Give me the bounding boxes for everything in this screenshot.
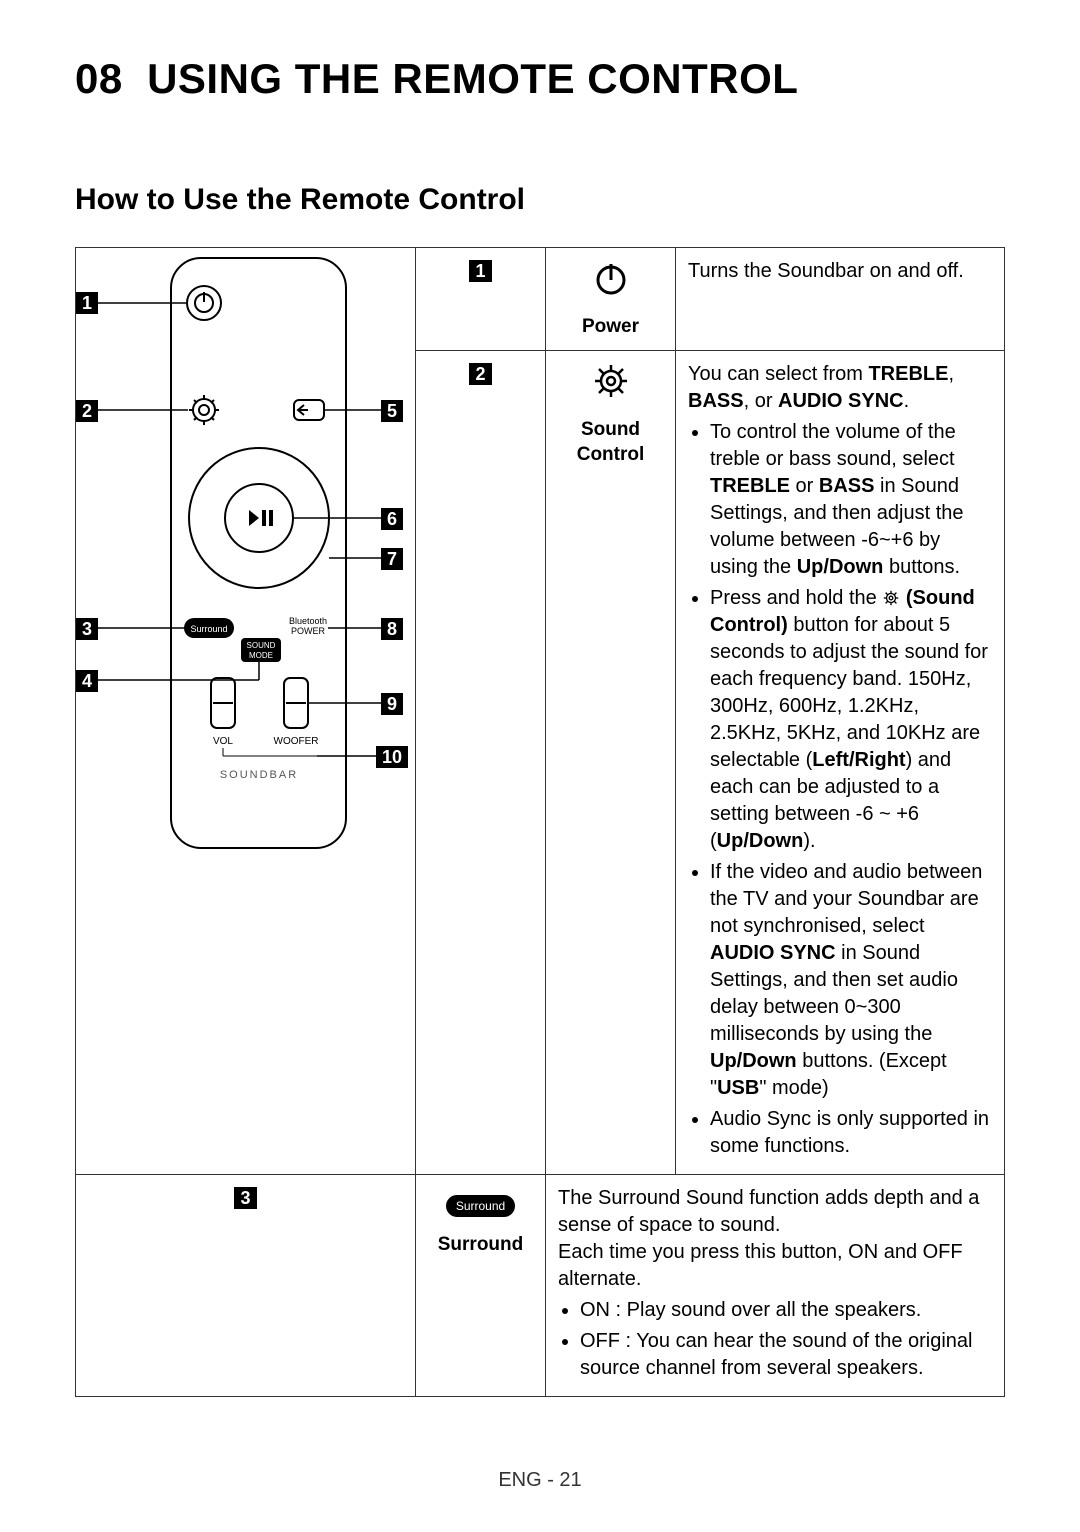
svg-text:SOUND: SOUND xyxy=(247,641,276,650)
section-heading: How to Use the Remote Control xyxy=(75,183,1005,217)
callout-1: 1 xyxy=(76,292,98,314)
page-footer: ENG - 21 xyxy=(0,1469,1080,1492)
row3-bullet1: ON : Play sound over all the speakers. xyxy=(580,1297,992,1324)
row3-desc: The Surround Sound function adds depth a… xyxy=(546,1174,1005,1396)
callout-7: 7 xyxy=(381,548,403,570)
callout-5: 5 xyxy=(381,400,403,422)
reference-table: Surround Bluetooth POWER SOUND MODE xyxy=(75,247,1005,1397)
callout-8: 8 xyxy=(381,618,403,640)
row2-desc: You can select from TREBLE, BASS, or AUD… xyxy=(676,350,1005,1174)
gear-icon xyxy=(591,361,631,401)
gear-inline-icon xyxy=(882,589,900,607)
row2-num: 2 xyxy=(469,363,491,385)
row2-bullet1: To control the volume of the treble or b… xyxy=(710,419,992,581)
chapter-heading: 08 USING THE REMOTE CONTROL xyxy=(75,55,1005,103)
row1-desc: Turns the Soundbar on and off. xyxy=(676,248,1005,351)
row2-bullet4: Audio Sync is only supported in some fun… xyxy=(710,1106,992,1160)
chapter-title: USING THE REMOTE CONTROL xyxy=(147,55,798,102)
callout-3: 3 xyxy=(76,618,98,640)
callout-9: 9 xyxy=(381,693,403,715)
row1-label: Power xyxy=(558,314,663,340)
remote-diagram: Surround Bluetooth POWER SOUND MODE xyxy=(76,248,406,888)
row2-bullet3: If the video and audio between the TV an… xyxy=(710,859,992,1102)
row3-bullet2: OFF : You can hear the sound of the orig… xyxy=(580,1328,992,1382)
surround-pill: Surround xyxy=(445,1194,516,1218)
row3-label: Surround xyxy=(428,1232,533,1258)
svg-text:Surround: Surround xyxy=(190,624,227,634)
svg-text:MODE: MODE xyxy=(249,651,273,660)
svg-text:Bluetooth: Bluetooth xyxy=(289,616,327,626)
callout-6: 6 xyxy=(381,508,403,530)
svg-text:POWER: POWER xyxy=(291,626,326,636)
row3-num: 3 xyxy=(234,1187,256,1209)
row1-num: 1 xyxy=(469,260,491,282)
svg-text:VOL: VOL xyxy=(213,736,233,747)
callout-10: 10 xyxy=(376,746,408,768)
row2-label: Sound Control xyxy=(558,417,663,468)
svg-text:WOOFER: WOOFER xyxy=(274,736,319,747)
callout-4: 4 xyxy=(76,670,98,692)
callout-2: 2 xyxy=(76,400,98,422)
power-icon xyxy=(591,258,631,298)
row2-bullet2: Press and hold the (Sound Control) butto… xyxy=(710,585,992,855)
chapter-number: 08 xyxy=(75,55,123,102)
svg-text:SOUNDBAR: SOUNDBAR xyxy=(220,769,298,781)
